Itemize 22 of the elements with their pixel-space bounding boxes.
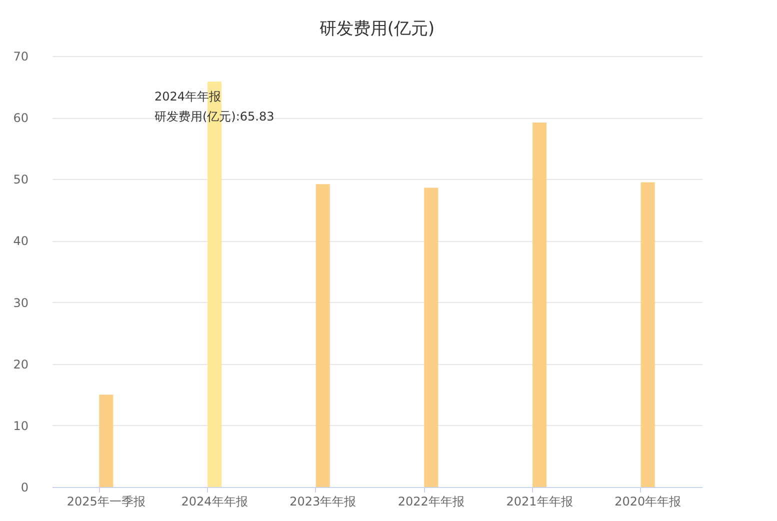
y-tick-label: 20 <box>13 357 28 372</box>
bar <box>99 394 114 487</box>
x-tick-label: 2022年年报 <box>398 494 464 508</box>
x-tick-label: 2021年年报 <box>506 494 573 508</box>
bar <box>316 184 330 487</box>
x-tick-label: 2024年年报 <box>181 494 248 508</box>
bar <box>640 182 655 487</box>
y-tick-label: 70 <box>13 50 28 64</box>
y-tick-label: 30 <box>13 296 28 310</box>
y-tick-label: 60 <box>13 111 28 126</box>
y-tick-label: 50 <box>13 172 28 187</box>
annotation: 研发费用(亿元):65.83 <box>154 110 274 124</box>
annotation: 2024年年报 <box>154 90 222 104</box>
y-tick-label: 10 <box>13 418 28 433</box>
bar <box>424 188 438 487</box>
x-tick-label: 2025年一季报 <box>66 494 146 508</box>
chart-title: 研发费用(亿元) <box>319 19 435 39</box>
y-tick-label: 0 <box>20 480 28 494</box>
x-tick-label: 2023年年报 <box>290 494 356 508</box>
y-tick-label: 40 <box>13 234 28 248</box>
x-tick-label: 2020年年报 <box>614 494 682 508</box>
bar <box>532 122 547 487</box>
